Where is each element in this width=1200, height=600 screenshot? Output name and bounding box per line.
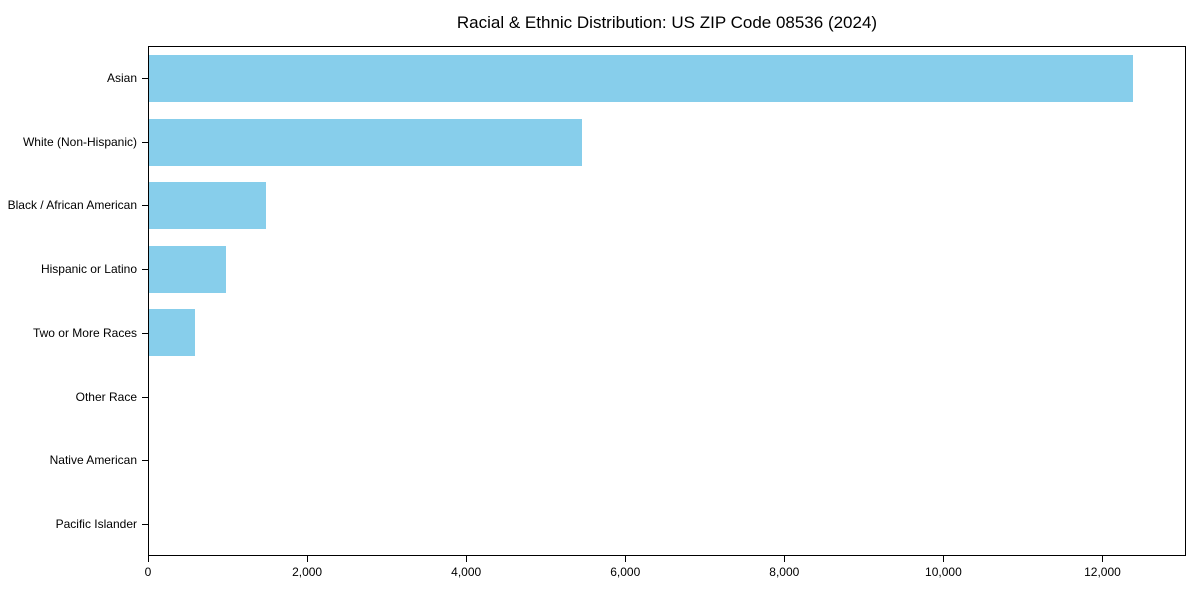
plot-area [148, 46, 1186, 556]
y-tick-mark [142, 332, 148, 334]
x-tick-mark [943, 556, 945, 562]
y-tick-label-other-race: Other Race [75, 389, 137, 404]
bar-row [149, 111, 1185, 175]
y-tick-label-asian: Asian [106, 70, 137, 85]
x-tick-mark [466, 556, 468, 562]
y-tick-label-two-or-more-races: Two or More Races [32, 325, 137, 340]
y-tick-label-pacific-islander: Pacific Islander [55, 517, 137, 532]
y-tick-label-native-american: Native American [49, 453, 137, 468]
chart-title: Racial & Ethnic Distribution: US ZIP Cod… [456, 13, 878, 32]
y-tick-mark [142, 205, 148, 207]
y-tick-label-hispanic-or-latino: Hispanic or Latino [40, 262, 137, 277]
y-tick-mark [142, 460, 148, 462]
bar-hispanic-or-latino [149, 245, 226, 293]
x-tick-label-10-000: 10,000 [925, 565, 962, 579]
x-tick-mark [625, 556, 627, 562]
y-tick-label-black-african-american: Black / African American [7, 198, 137, 213]
x-tick-mark [1102, 556, 1104, 562]
x-tick-label-12-000: 12,000 [1084, 565, 1121, 579]
y-tick-label-white-non-hispanic: White (Non-Hispanic) [22, 134, 137, 149]
y-tick-mark [142, 269, 148, 271]
bar-asian [149, 55, 1134, 103]
x-tick-mark [148, 556, 149, 562]
x-tick-mark [307, 556, 309, 562]
x-tick-label-2-000: 2,000 [292, 565, 323, 579]
bar-row [149, 428, 1185, 492]
x-tick-label-8-000: 8,000 [769, 565, 800, 579]
x-axis: 0 2,000 4,000 6,000 8,000 10,000 12,000 [144, 556, 1186, 596]
y-axis: Asian White (Non-Hispanic) Black / African… [0, 46, 148, 556]
y-tick-mark [142, 396, 148, 398]
y-tick-mark [142, 141, 148, 143]
bar-row [149, 492, 1185, 556]
x-tick-mark [784, 556, 786, 562]
bar-black-african-american [149, 182, 267, 230]
bar-row [149, 47, 1185, 111]
bar-row [149, 238, 1185, 302]
bar-row [149, 174, 1185, 238]
y-tick-mark [142, 77, 148, 79]
x-tick-label-0: 0 [144, 565, 152, 579]
bar-white-non-hispanic [149, 118, 582, 166]
y-tick-mark [142, 524, 148, 526]
bar-row [149, 301, 1185, 365]
x-tick-label-4-000: 4,000 [451, 565, 482, 579]
bar-row [149, 365, 1185, 429]
bar-two-or-more-races [149, 309, 196, 357]
x-tick-label-6-000: 6,000 [610, 565, 641, 579]
